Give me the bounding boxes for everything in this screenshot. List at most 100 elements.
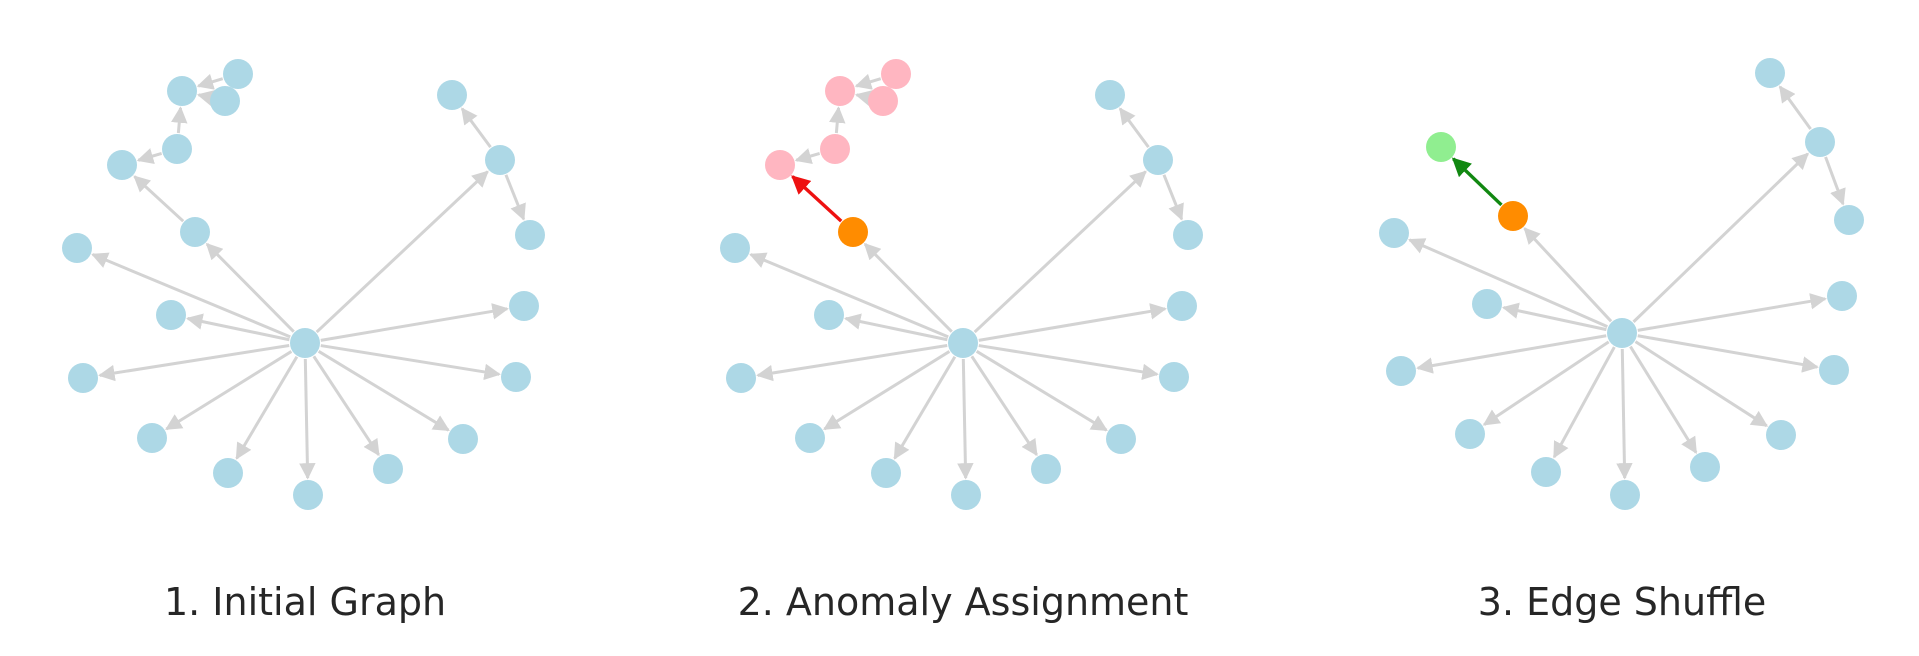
- edge-n3-n2: [794, 148, 821, 165]
- node-b4: [1031, 454, 1061, 484]
- edge-n5-n4: [854, 90, 873, 107]
- node-m3: [1173, 220, 1203, 250]
- node-m2: [437, 80, 467, 110]
- node-b2: [213, 458, 243, 488]
- shuffled-target-node: [1426, 132, 1456, 162]
- node-m2: [1755, 58, 1785, 88]
- node-b1: [795, 423, 825, 453]
- node-n3: [162, 134, 192, 164]
- node-hub: [290, 328, 320, 358]
- edge-hub-b2: [893, 356, 957, 460]
- node-m1: [1805, 127, 1835, 157]
- edge-hub-r2: [320, 303, 509, 342]
- edge-hub-r1: [978, 344, 1159, 381]
- node-l2: [814, 300, 844, 330]
- node-n5: [210, 86, 240, 116]
- node-l1: [720, 233, 750, 263]
- node-m3: [1834, 205, 1864, 235]
- edge-n6-n4: [854, 73, 882, 90]
- node-hub: [948, 328, 978, 358]
- node-b3: [951, 480, 981, 510]
- edge-hub-l3: [98, 344, 290, 382]
- edge-hub-b1: [1482, 340, 1610, 426]
- panel-title-edge-shuffle: 3. Edge Shuffle: [1477, 580, 1767, 624]
- edge-hub-m1: [315, 170, 489, 334]
- node-r1: [1159, 362, 1189, 392]
- edge-hub-b2: [1552, 346, 1616, 459]
- edge-hub-m1: [973, 170, 1147, 334]
- edge-hub-r1: [1637, 334, 1819, 373]
- edge-hub-b5: [317, 350, 450, 432]
- node-n4: [167, 76, 197, 106]
- node-hub: [1607, 318, 1637, 348]
- anomaly-target-node-n6: [881, 59, 911, 89]
- node-l1: [1379, 218, 1409, 248]
- node-b3: [1610, 480, 1640, 510]
- edge-n3-n2: [136, 148, 163, 165]
- edge-hub-b1: [823, 350, 951, 431]
- edge-hub-n1: [1523, 227, 1613, 323]
- panel-anomaly-assignment: [720, 59, 1203, 510]
- edge-hub-l2: [844, 313, 948, 342]
- node-r2: [1167, 291, 1197, 321]
- edge-m1-m2: [1118, 107, 1150, 149]
- edge-hub-b5: [975, 350, 1108, 432]
- panel-edge-shuffle: [1379, 58, 1864, 510]
- node-b2: [1531, 457, 1561, 487]
- node-b4: [1690, 452, 1720, 482]
- edge-hub-r2: [978, 303, 1167, 342]
- node-r1: [1819, 355, 1849, 385]
- anomaly-source-node: [838, 217, 868, 247]
- edge-m1-m3: [1162, 174, 1184, 221]
- node-b3: [293, 480, 323, 510]
- node-m1: [485, 145, 515, 175]
- edge-hub-l2: [186, 313, 290, 342]
- node-m1: [1143, 145, 1173, 175]
- anomaly-target-node-n3: [820, 134, 850, 164]
- node-b5: [448, 424, 478, 454]
- edge-hub-r1: [320, 344, 501, 381]
- edge-hub-m1: [1632, 152, 1809, 323]
- shuffled-edge: [1451, 157, 1503, 207]
- edge-hub-b3: [957, 358, 974, 480]
- node-b1: [137, 423, 167, 453]
- edge-hub-l2: [1502, 302, 1607, 332]
- node-r2: [1827, 281, 1857, 311]
- edge-n6-n4: [196, 73, 224, 90]
- edge-n5-n4: [196, 90, 215, 107]
- anomaly-source-node: [1498, 201, 1528, 231]
- edge-hub-b4: [1629, 345, 1698, 454]
- edge-hub-n1: [863, 242, 953, 333]
- edge-m1-m2: [1778, 85, 1812, 130]
- node-l2: [1472, 289, 1502, 319]
- edge-hub-b3: [299, 358, 316, 480]
- node-l2: [156, 300, 186, 330]
- node-b5: [1766, 420, 1796, 450]
- node-n6: [223, 59, 253, 89]
- edge-hub-b3: [1616, 348, 1633, 480]
- node-l1: [62, 233, 92, 263]
- edge-hub-b2: [235, 356, 299, 460]
- node-n2: [107, 150, 137, 180]
- node-n1: [180, 217, 210, 247]
- node-m2: [1095, 80, 1125, 110]
- edge-hub-l3: [756, 344, 948, 382]
- edge-hub-l3: [1416, 334, 1607, 374]
- node-m3: [515, 220, 545, 250]
- node-b1: [1455, 419, 1485, 449]
- anomaly-edge: [791, 175, 843, 223]
- anomaly-target-node-n4: [825, 76, 855, 106]
- edge-hub-b4: [970, 355, 1038, 457]
- edge-hub-r2: [1637, 293, 1827, 332]
- node-l3: [68, 363, 98, 393]
- node-b4: [373, 454, 403, 484]
- edge-hub-l1: [749, 252, 949, 339]
- node-l3: [726, 363, 756, 393]
- panel-initial-graph: [62, 59, 545, 510]
- anomaly-target-node-n5: [868, 86, 898, 116]
- edge-n1-n2: [133, 175, 185, 223]
- edge-m1-m2: [460, 107, 492, 149]
- edge-hub-n1: [205, 242, 295, 333]
